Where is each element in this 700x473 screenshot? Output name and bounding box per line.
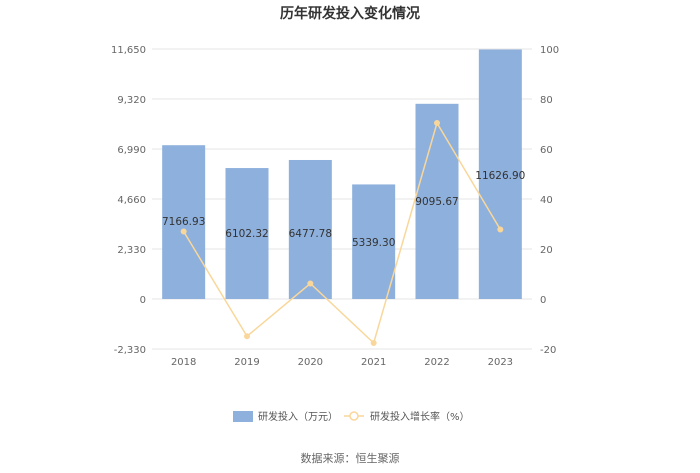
bar	[225, 168, 269, 299]
growth-rate-point	[370, 340, 377, 346]
x-tick-label: 2018	[171, 357, 196, 368]
bar	[415, 103, 459, 299]
y-right-tick-label: 100	[540, 45, 559, 56]
bar-value-label: 11626.90	[475, 170, 525, 182]
axis-layer: 11,650 100 9,320 80 6,990 60 4,660 40 2,330 20 0 0 -…	[111, 45, 559, 368]
growth-rate-line	[183, 121, 501, 345]
y-right-tick-label: 40	[540, 195, 553, 206]
y-left-tick-label: -2,330	[114, 345, 146, 356]
growth-rate-point	[497, 226, 504, 233]
line-layer	[180, 120, 504, 346]
growth-rate-point	[180, 228, 187, 235]
y-left-tick-label: 9,320	[117, 95, 146, 106]
y-right-tick-label: 80	[540, 95, 553, 106]
x-tick-label: 2019	[234, 357, 259, 368]
growth-rate-point	[244, 333, 250, 340]
x-tick-label: 2021	[361, 357, 386, 368]
bar-value-label: 6102.32	[225, 228, 268, 240]
y-left-tick-label: 6,990	[117, 145, 146, 156]
legend-line-marker	[349, 411, 359, 421]
y-left-tick-label: 0	[140, 295, 146, 306]
data-labels-layer: 7166.93 6102.32 6477.78 5339.30 9095.67 11626…	[162, 170, 525, 249]
legend-bar-swatch	[233, 411, 253, 422]
legend: 研发投入（万元） 研发投入增长率（%）	[233, 410, 470, 423]
y-right-tick-label: 60	[540, 145, 553, 156]
bar	[162, 145, 206, 299]
y-right-tick-label: 0	[540, 295, 546, 306]
growth-rate-point	[434, 120, 440, 126]
bar-value-label: 6477.78	[289, 228, 332, 240]
y-right-tick-label: 20	[540, 245, 553, 256]
legend-line-label: 研发投入增长率（%）	[370, 410, 470, 423]
x-tick-label: 2023	[488, 357, 513, 368]
grid-layer	[152, 48, 532, 350]
legend-bar-label: 研发投入（万元）	[258, 410, 338, 423]
data-source: 数据来源：恒生聚源	[301, 451, 400, 465]
x-tick-label: 2022	[424, 357, 449, 368]
bar	[478, 49, 522, 299]
bar	[352, 184, 396, 299]
y-left-tick-label: 4,660	[117, 195, 146, 206]
bar-value-label: 9095.67	[415, 196, 458, 208]
growth-rate-point	[307, 280, 314, 287]
bar-value-label: 7166.93	[162, 216, 205, 228]
bars-layer	[162, 49, 522, 299]
bar	[288, 159, 332, 299]
chart-title: 历年研发投入变化情况	[280, 5, 420, 22]
bar-value-label: 5339.30	[352, 237, 395, 249]
y-right-tick-label: -20	[540, 345, 556, 356]
y-left-tick-label: 11,650	[111, 45, 146, 56]
x-tick-label: 2020	[298, 357, 323, 368]
y-left-tick-label: 2,330	[117, 245, 146, 256]
